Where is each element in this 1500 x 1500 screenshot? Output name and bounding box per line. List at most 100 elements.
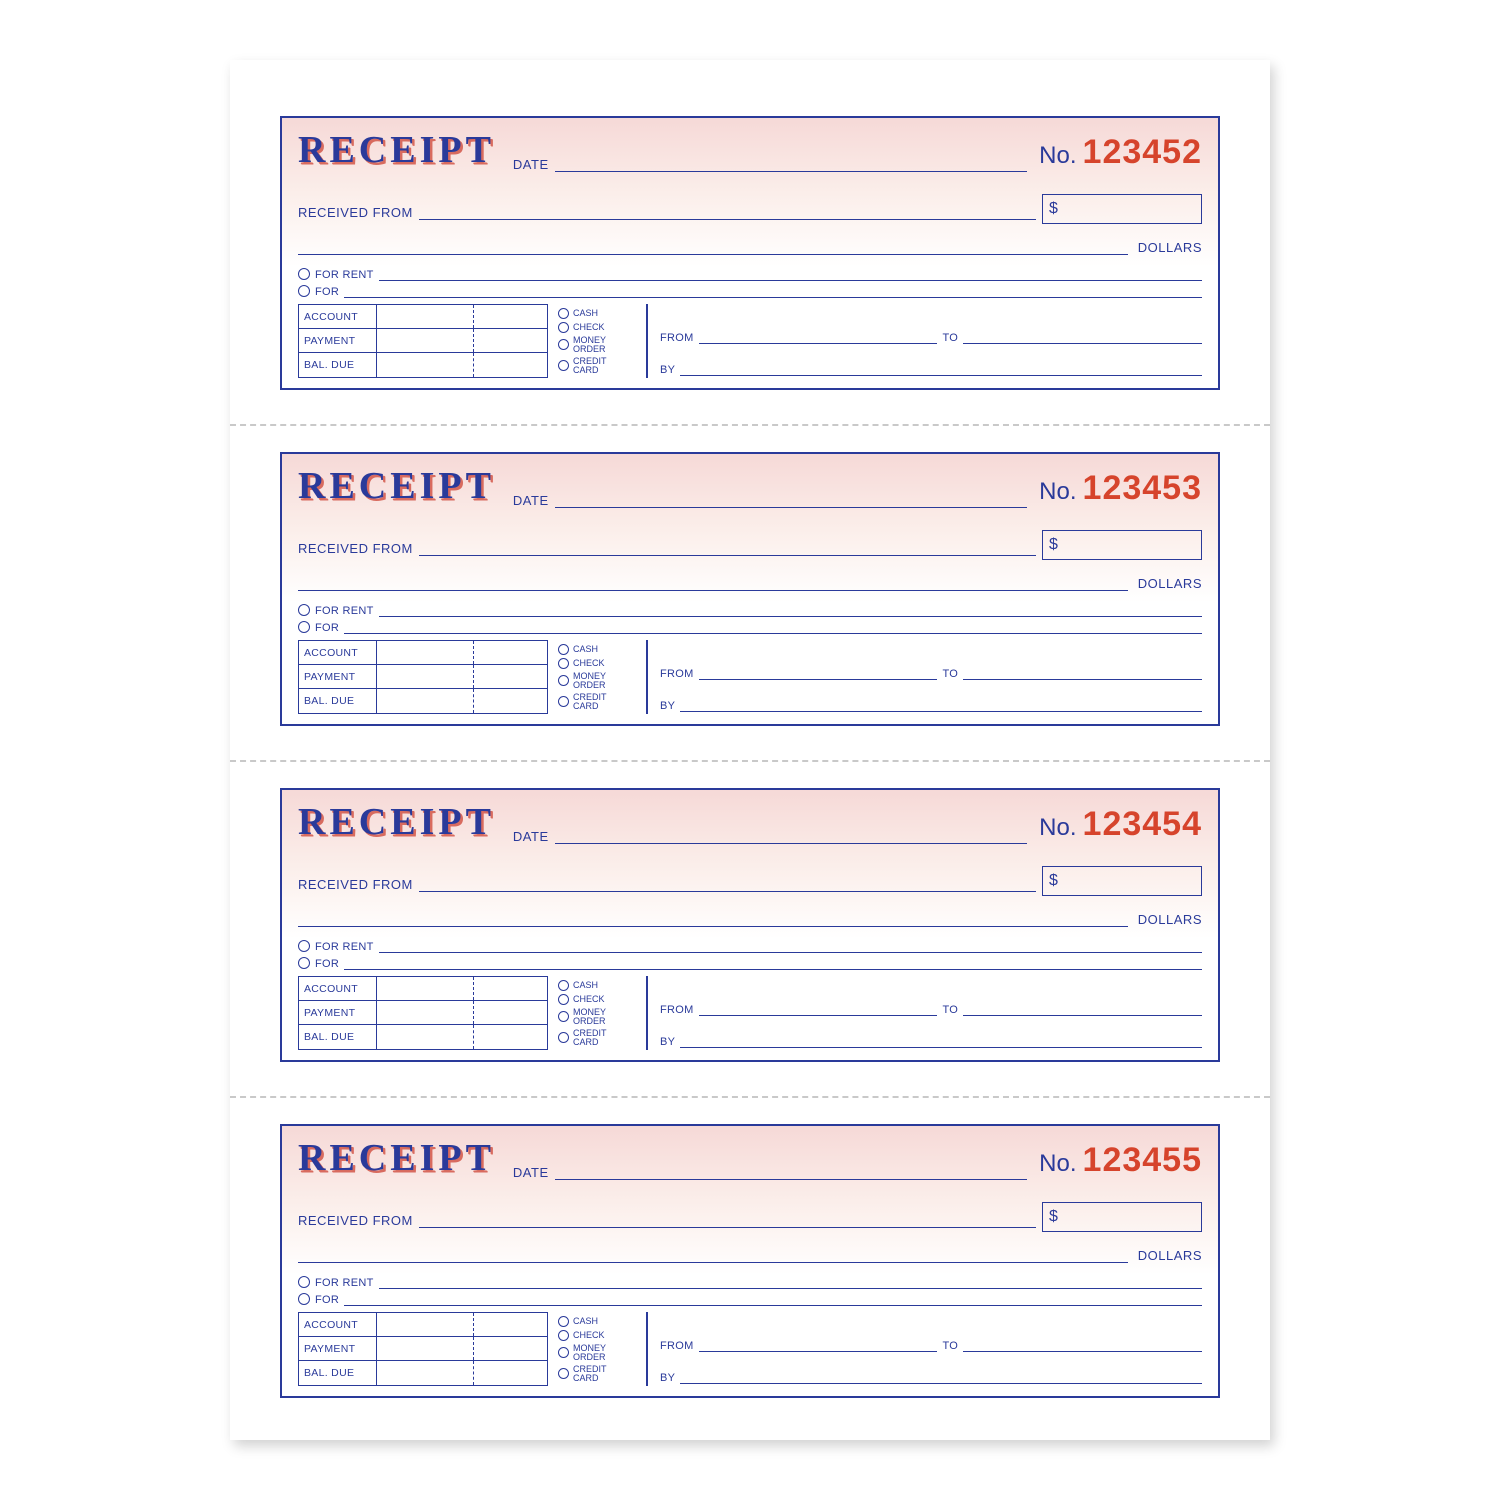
to-line[interactable] [963,1338,1202,1352]
receipt-slip: RECEIPTDATENo.123453RECEIVED FROM$DOLLAR… [280,452,1220,726]
date-line [555,830,1028,844]
by-line[interactable] [680,1034,1202,1048]
from-line[interactable] [699,1338,938,1352]
amount-words-line[interactable] [298,241,1128,255]
balance-cell-2[interactable] [474,689,547,713]
amount-box[interactable]: $ [1042,1202,1202,1232]
amount-box[interactable]: $ [1042,530,1202,560]
amount-box[interactable]: $ [1042,866,1202,896]
account-cell-2[interactable] [474,641,547,664]
radio-icon [558,994,569,1005]
balance-cell-2[interactable] [474,353,547,377]
for-rent-label: FOR RENT [315,269,374,281]
balance-cell-2[interactable] [474,1361,547,1385]
for-rent-line [379,267,1202,281]
for-rent-option[interactable]: FOR RENT [298,939,1202,953]
account-cell-1[interactable] [377,977,474,1000]
money-order-label: MONEYORDER [573,1008,606,1026]
for-option[interactable]: FOR [298,956,1202,970]
check-option[interactable]: CHECK [558,994,638,1005]
credit-card-option[interactable]: CREDITCARD [558,357,638,375]
amount-words-line[interactable] [298,1249,1128,1263]
for-rent-option[interactable]: FOR RENT [298,603,1202,617]
for-rent-option[interactable]: FOR RENT [298,1275,1202,1289]
credit-card-option[interactable]: CREDITCARD [558,693,638,711]
balance-cell-1[interactable] [377,689,474,713]
to-label: TO [942,1340,958,1352]
received-from-line[interactable] [419,542,1036,556]
balance-cell-1[interactable] [377,1025,474,1049]
received-from-line[interactable] [419,1214,1036,1228]
payment-cell-2[interactable] [474,665,547,688]
payment-cell-1[interactable] [377,329,474,352]
account-cell-1[interactable] [377,641,474,664]
number-label: No. [1039,142,1076,170]
check-option[interactable]: CHECK [558,658,638,669]
payment-cell-2[interactable] [474,329,547,352]
received-from-line[interactable] [419,878,1036,892]
check-option[interactable]: CHECK [558,1330,638,1341]
balance-cell-2[interactable] [474,1025,547,1049]
balance-due-row: BAL. DUE [299,1361,547,1385]
radio-icon [558,1316,569,1327]
balance-due-label: BAL. DUE [299,1361,377,1385]
for-option[interactable]: FOR [298,284,1202,298]
date-field[interactable]: DATE [513,493,1027,508]
cash-option[interactable]: CASH [558,308,638,319]
account-row: ACCOUNT [299,641,547,665]
to-line[interactable] [963,666,1202,680]
from-line[interactable] [699,330,938,344]
for-option[interactable]: FOR [298,620,1202,634]
from-line[interactable] [699,1002,938,1016]
credit-card-option[interactable]: CREDITCARD [558,1365,638,1383]
by-row: BY [660,362,1202,376]
for-label: FOR [315,286,339,298]
payment-methods: CASH CHECK MONEYORDER CREDITCARD [556,640,648,714]
payment-label: PAYMENT [299,1001,377,1024]
amount-words-line[interactable] [298,577,1128,591]
cash-option[interactable]: CASH [558,980,638,991]
payment-label: PAYMENT [299,329,377,352]
received-from-line[interactable] [419,206,1036,220]
account-cell-1[interactable] [377,305,474,328]
account-cell-2[interactable] [474,977,547,1000]
payment-cell-1[interactable] [377,1001,474,1024]
balance-cell-1[interactable] [377,353,474,377]
check-option[interactable]: CHECK [558,322,638,333]
from-line[interactable] [699,666,938,680]
amount-box[interactable]: $ [1042,194,1202,224]
money-order-option[interactable]: MONEYORDER [558,672,638,690]
money-order-option[interactable]: MONEYORDER [558,336,638,354]
money-order-option[interactable]: MONEYORDER [558,1008,638,1026]
number-label: No. [1039,478,1076,506]
cash-label: CASH [573,1317,598,1326]
money-order-option[interactable]: MONEYORDER [558,1344,638,1362]
cash-option[interactable]: CASH [558,1316,638,1327]
balance-cell-1[interactable] [377,1361,474,1385]
date-field[interactable]: DATE [513,157,1027,172]
payment-cell-2[interactable] [474,1001,547,1024]
to-line[interactable] [963,1002,1202,1016]
period-row: FROMTO [660,1338,1202,1352]
credit-card-option[interactable]: CREDITCARD [558,1029,638,1047]
payment-cell-1[interactable] [377,1337,474,1360]
cash-option[interactable]: CASH [558,644,638,655]
received-from-row: RECEIVED FROM$ [298,530,1202,556]
check-label: CHECK [573,995,605,1004]
by-line[interactable] [680,1370,1202,1384]
for-rent-option[interactable]: FOR RENT [298,267,1202,281]
to-line[interactable] [963,330,1202,344]
radio-icon [558,1032,569,1043]
by-line[interactable] [680,362,1202,376]
account-cell-1[interactable] [377,1313,474,1336]
date-field[interactable]: DATE [513,829,1027,844]
date-field[interactable]: DATE [513,1165,1027,1180]
account-cell-2[interactable] [474,305,547,328]
by-line[interactable] [680,698,1202,712]
radio-icon [558,322,569,333]
account-cell-2[interactable] [474,1313,547,1336]
for-option[interactable]: FOR [298,1292,1202,1306]
payment-cell-1[interactable] [377,665,474,688]
payment-cell-2[interactable] [474,1337,547,1360]
amount-words-line[interactable] [298,913,1128,927]
